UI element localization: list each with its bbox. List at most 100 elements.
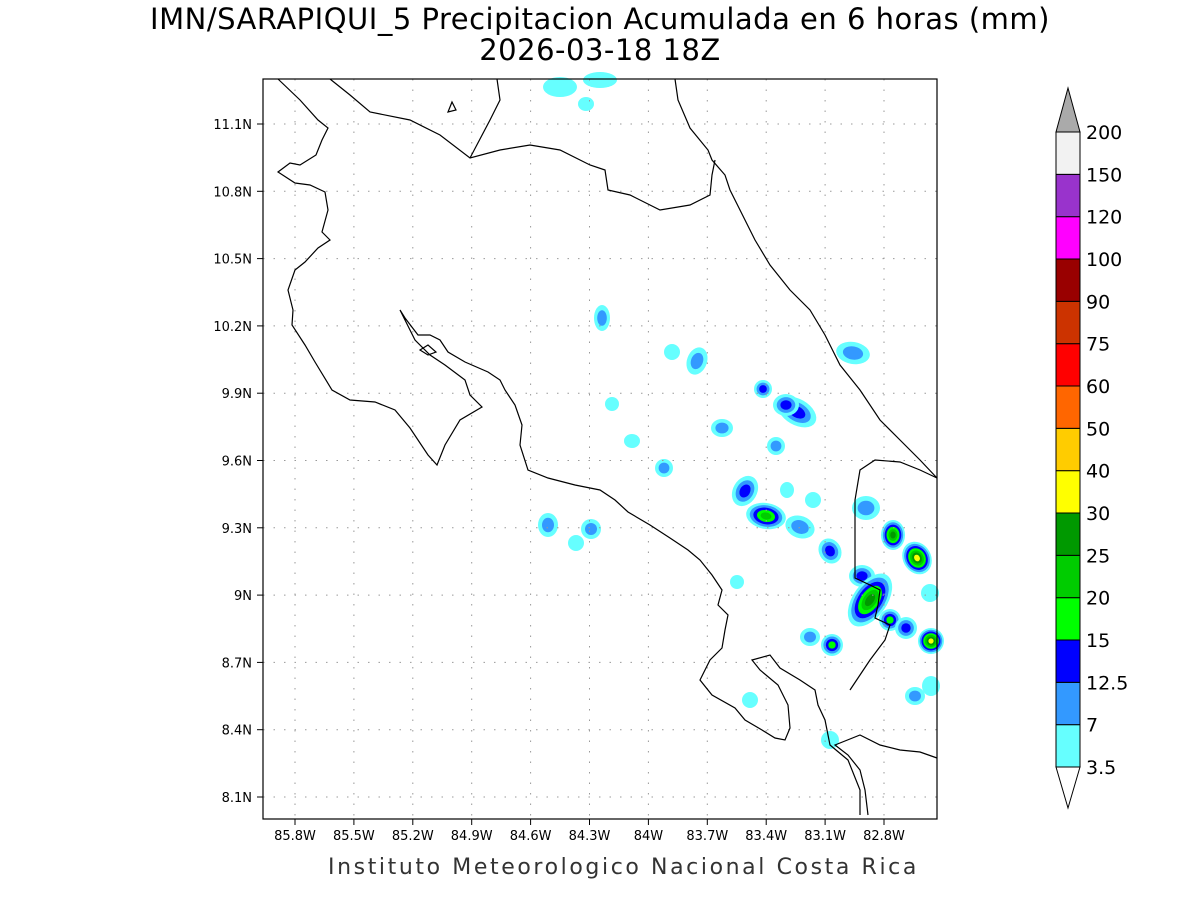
precip-cell xyxy=(800,628,820,646)
precip-cell xyxy=(583,72,617,88)
colorbar-bin xyxy=(1055,385,1081,429)
precip-contour xyxy=(901,623,911,633)
pacific-coastline xyxy=(276,78,861,815)
precip-contour xyxy=(791,520,809,534)
lon-tick-label: 85.2W xyxy=(392,829,434,844)
colorbar: 3.5 7 12.5 15 20 25 30 40 50 60 75 90 100 120 150 200 xyxy=(1055,86,1128,810)
lon-tick-label: 84.6W xyxy=(510,829,552,844)
precip-cell xyxy=(818,538,842,564)
precip-contour xyxy=(780,400,792,410)
precip-contour xyxy=(585,523,597,535)
lat-tick-label: 9.6N xyxy=(222,455,252,470)
nicaragua-north-shore xyxy=(469,78,501,159)
precip-contour xyxy=(715,422,729,434)
colorbar-bin xyxy=(1055,597,1081,641)
precip-contour xyxy=(624,434,640,448)
precip-contour xyxy=(886,616,894,624)
precip-cell xyxy=(624,434,640,448)
precip-cell xyxy=(543,77,577,97)
precip-contour xyxy=(730,575,744,589)
precip-contour xyxy=(739,484,751,498)
colorbar-bin xyxy=(1055,512,1081,556)
lat-tick-label: 10.8N xyxy=(213,185,252,200)
lon-tick-label: 84.9W xyxy=(451,829,493,844)
lat-tick-label: 8.1N xyxy=(222,791,252,806)
nicaragua-coastline xyxy=(329,78,716,211)
axis-ticks: 85.8W 85.5W 85.2W 84.9W 84.6W 84.3W 84W 83.7W 83… xyxy=(213,118,905,844)
colorbar-bin xyxy=(1055,343,1081,387)
precip-cell xyxy=(847,573,893,627)
precip-cell xyxy=(921,584,939,602)
precip-contour xyxy=(825,545,835,557)
precip-cell xyxy=(731,475,759,507)
lon-tick-label: 84W xyxy=(634,829,664,844)
colorbar-label: 75 xyxy=(1086,334,1110,356)
colorbar-bin xyxy=(1055,131,1081,175)
lat-tick-label: 10.5N xyxy=(213,253,252,268)
colorbar-bin xyxy=(1055,173,1081,218)
precip-cell xyxy=(581,519,601,539)
precip-cell xyxy=(664,344,680,360)
colorbar-bin xyxy=(1055,427,1081,472)
precip-contour xyxy=(828,641,836,649)
precip-cell xyxy=(902,541,932,575)
precip-contour xyxy=(842,346,864,360)
map-title: IMN/SARAPIQUI_5 Precipitacion Acumulada … xyxy=(150,2,1050,36)
precip-cell xyxy=(754,380,772,398)
lat-tick-label: 11.1N xyxy=(213,118,252,133)
colorbar-label: 90 xyxy=(1086,291,1110,313)
precip-cell xyxy=(730,575,744,589)
lon-tick-label: 85.5W xyxy=(333,829,375,844)
precip-contour xyxy=(664,344,680,360)
precip-cell xyxy=(785,515,815,539)
precip-cell xyxy=(767,437,785,455)
precip-cell xyxy=(568,535,584,551)
precip-contour xyxy=(760,512,772,520)
lon-tick-label: 85.8W xyxy=(274,829,316,844)
precip-contour xyxy=(909,690,921,702)
precip-contour xyxy=(821,731,839,749)
precip-cell xyxy=(821,731,839,749)
precip-contour xyxy=(856,571,868,581)
colorbar-label: 7 xyxy=(1086,715,1098,737)
lat-tick-label: 9N xyxy=(234,589,252,604)
lon-tick-label: 83.1W xyxy=(804,829,846,844)
footer-credit: Instituto Meteorologico Nacional Costa R… xyxy=(328,855,919,880)
precip-contour xyxy=(578,97,594,111)
precip-contour xyxy=(542,517,554,533)
precip-contour xyxy=(890,531,896,539)
precip-contour xyxy=(928,638,934,644)
colorbar-bin xyxy=(1055,681,1081,726)
colorbar-bin xyxy=(1055,554,1081,599)
colorbar-label: 25 xyxy=(1086,545,1110,567)
precip-cell xyxy=(594,305,610,331)
colorbar-label: 40 xyxy=(1086,461,1110,483)
lake-island xyxy=(418,344,438,356)
colorbar-over-arrow xyxy=(1055,86,1081,133)
precip-contour xyxy=(922,676,940,696)
colorbar-label: 30 xyxy=(1086,503,1110,525)
precip-contour xyxy=(921,584,939,602)
precip-contour xyxy=(742,692,758,708)
precip-contour xyxy=(857,500,875,516)
lon-tick-label: 83.4W xyxy=(745,829,787,844)
precip-contour xyxy=(759,385,767,393)
lon-tick-label: 84.3W xyxy=(569,829,611,844)
colorbar-bin xyxy=(1055,470,1081,514)
colorbar-label: 15 xyxy=(1086,630,1110,652)
colorbar-label: 100 xyxy=(1086,249,1122,271)
lat-tick-label: 9.9N xyxy=(222,387,252,402)
precip-contour xyxy=(543,77,577,97)
precip-cell xyxy=(773,394,799,416)
precip-contour xyxy=(583,72,617,88)
precip-cell xyxy=(852,496,880,520)
precip-cell xyxy=(711,419,733,437)
precip-cell xyxy=(742,692,758,708)
map-subtitle: 2026-03-18 18Z xyxy=(479,33,721,67)
colorbar-label: 200 xyxy=(1086,122,1122,144)
precip-cell xyxy=(905,687,925,705)
precip-cell xyxy=(578,97,594,111)
precip-contour xyxy=(605,397,619,411)
precip-contour xyxy=(914,554,920,562)
